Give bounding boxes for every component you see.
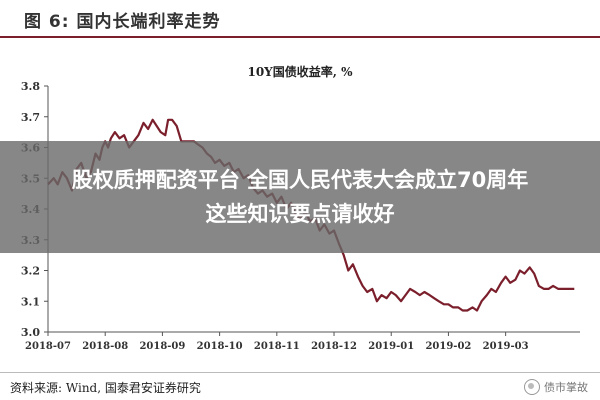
x-tick-label: 2018-07 xyxy=(25,341,71,352)
x-tick-label: 2018-10 xyxy=(197,341,243,352)
x-tick-label: 2019-01 xyxy=(368,341,414,352)
banner-headline[interactable]: 股权质押配资平台 全国人民代表大会成立70周年 xyxy=(71,168,529,192)
x-tick-label: 2018-12 xyxy=(311,341,357,352)
source-note: 资料来源: Wind, 国泰君安证券研究 xyxy=(10,381,201,395)
y-tick-label: 3.7 xyxy=(21,111,40,124)
figure-title: 图 6: 国内长端利率走势 xyxy=(24,12,221,32)
brand-label: 债市掌故 xyxy=(544,381,588,394)
y-tick-label: 3.0 xyxy=(21,326,40,339)
x-tick-label: 2018-11 xyxy=(254,341,300,352)
brand-watermark: 债市掌故 xyxy=(524,379,588,395)
figure-footer: 资料来源: Wind, 国泰君安证券研究 债市掌故 xyxy=(0,372,600,400)
figure-header: 图 6: 国内长端利率走势 xyxy=(0,0,600,38)
x-tick-label: 2018-09 xyxy=(139,341,185,352)
x-tick-label: 2018-08 xyxy=(82,341,128,352)
y-tick-label: 3.1 xyxy=(21,295,40,308)
chart-title: 10Y国债收益率, % xyxy=(247,65,353,79)
overlay-banner[interactable]: 股权质押配资平台 全国人民代表大会成立70周年 这些知识要点请收好 xyxy=(0,141,600,253)
x-tick-label: 2019-02 xyxy=(425,341,471,352)
y-tick-label: 3.8 xyxy=(21,80,40,93)
y-tick-label: 3.2 xyxy=(21,265,40,278)
wechat-icon xyxy=(524,379,540,395)
x-tick-label: 2019-03 xyxy=(483,341,529,352)
banner-subline[interactable]: 这些知识要点请收好 xyxy=(205,202,395,226)
